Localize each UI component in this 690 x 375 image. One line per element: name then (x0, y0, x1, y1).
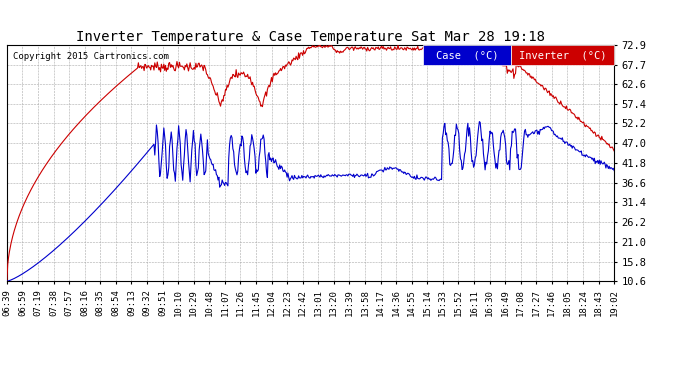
Text: Inverter  (°C): Inverter (°C) (519, 50, 607, 60)
Text: Case  (°C): Case (°C) (435, 50, 498, 60)
Text: Copyright 2015 Cartronics.com: Copyright 2015 Cartronics.com (13, 52, 169, 61)
FancyBboxPatch shape (511, 45, 614, 65)
Title: Inverter Temperature & Case Temperature Sat Mar 28 19:18: Inverter Temperature & Case Temperature … (76, 30, 545, 44)
FancyBboxPatch shape (423, 45, 511, 65)
